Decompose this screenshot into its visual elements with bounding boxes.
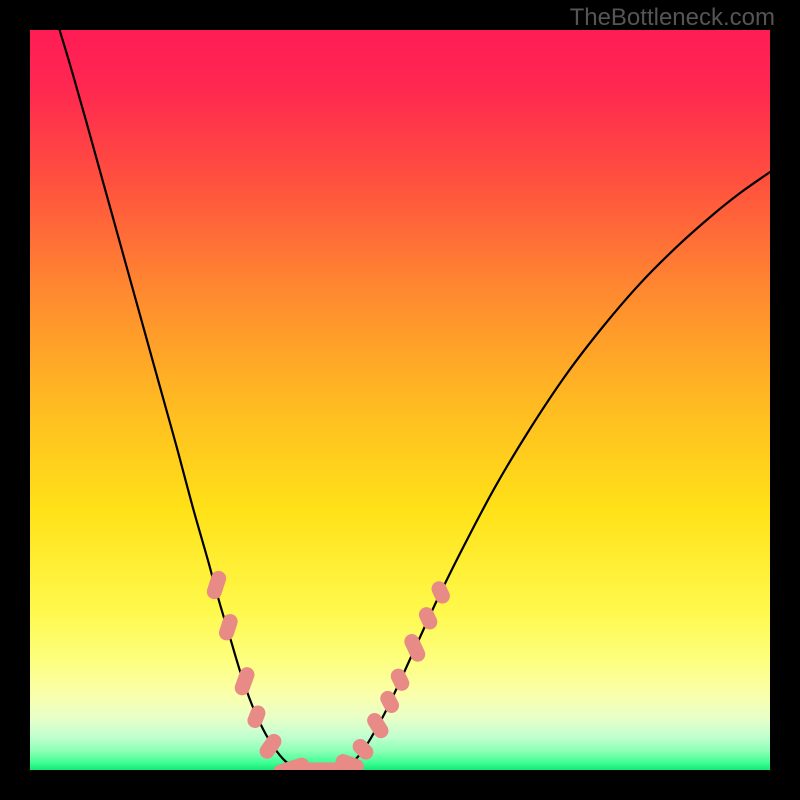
chart-container: TheBottleneck.com bbox=[0, 0, 800, 800]
gradient-background bbox=[30, 30, 770, 770]
chart-svg bbox=[0, 0, 800, 800]
watermark-text: TheBottleneck.com bbox=[570, 4, 775, 32]
curve-marker bbox=[302, 763, 342, 777]
